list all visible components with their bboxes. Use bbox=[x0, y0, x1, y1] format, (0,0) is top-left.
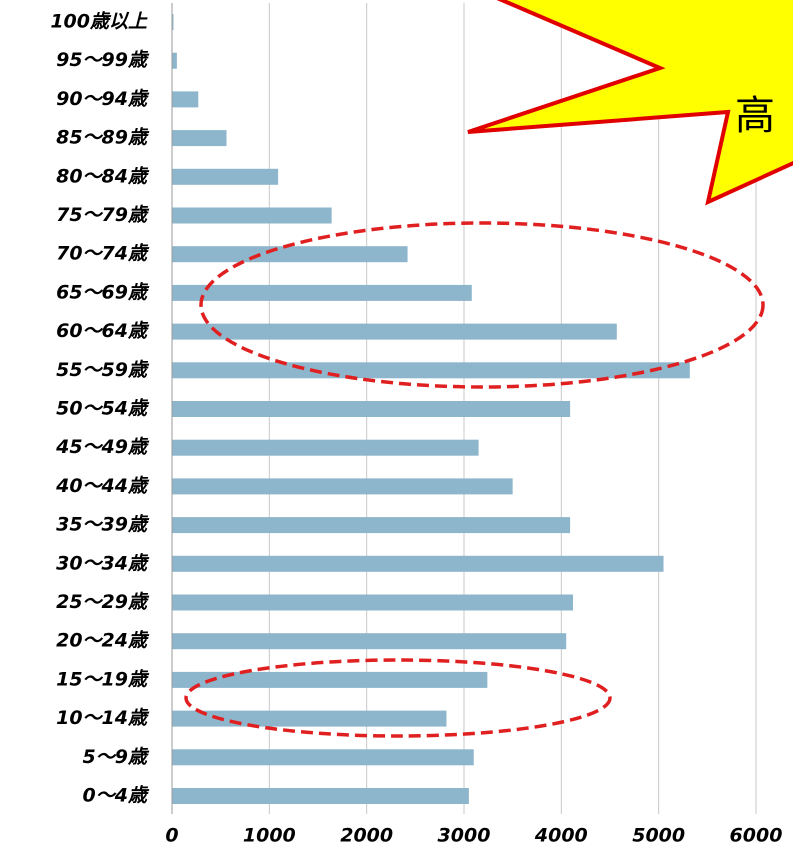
bar bbox=[172, 323, 617, 340]
highlight-ellipse bbox=[199, 221, 765, 389]
bar bbox=[172, 478, 513, 495]
bar bbox=[172, 207, 332, 224]
bar bbox=[172, 555, 664, 572]
bar bbox=[172, 362, 690, 379]
y-tick-label: 35〜39歳 bbox=[56, 514, 150, 536]
bar bbox=[172, 788, 469, 804]
y-tick-label: 20〜24歳 bbox=[56, 630, 150, 652]
y-tick-label: 10〜14歳 bbox=[56, 707, 150, 729]
callout-text: 高 bbox=[735, 93, 775, 139]
x-tick-label: 1000 bbox=[243, 825, 296, 847]
bar bbox=[172, 246, 408, 263]
bar bbox=[172, 14, 174, 30]
y-tick-label: 15〜19歳 bbox=[56, 668, 150, 690]
annotations: 高 bbox=[184, 0, 793, 738]
y-tick-label: 40〜44歳 bbox=[55, 475, 150, 497]
bar bbox=[172, 130, 227, 147]
y-tick-label: 95〜99歳 bbox=[56, 49, 150, 71]
bar bbox=[172, 749, 474, 766]
bar bbox=[172, 517, 571, 534]
x-tick-label: 5000 bbox=[632, 825, 685, 847]
plot-area: 0 1000 2000 3000 4000 5000 6000 100歳以上 95〜99歳 90〜… bbox=[50, 3, 782, 847]
y-tick-label: 100歳以上 bbox=[50, 11, 148, 33]
x-tick-label: 3000 bbox=[438, 825, 491, 847]
bar bbox=[172, 91, 199, 108]
y-tick-label: 85〜89歳 bbox=[56, 127, 150, 149]
x-tick-label: 4000 bbox=[534, 825, 588, 847]
bar bbox=[172, 439, 479, 456]
y-tick-label: 65〜69歳 bbox=[56, 281, 150, 303]
y-tick-label: 50〜54歳 bbox=[56, 398, 150, 420]
bar bbox=[172, 671, 488, 688]
bar bbox=[172, 284, 472, 301]
y-tick-label: 75〜79歳 bbox=[56, 204, 150, 226]
y-tick-label: 55〜59歳 bbox=[56, 359, 150, 381]
y-tick-label: 0〜4歳 bbox=[83, 785, 150, 807]
y-tick-label: 60〜64歳 bbox=[56, 320, 150, 342]
y-tick-label: 5〜9歳 bbox=[83, 746, 150, 768]
bar bbox=[172, 633, 567, 650]
x-tick-label: 2000 bbox=[340, 825, 393, 847]
bar bbox=[172, 710, 447, 727]
y-tick-label: 45〜49歳 bbox=[55, 436, 150, 458]
bar bbox=[172, 594, 574, 611]
x-tick-label: 0 bbox=[165, 825, 178, 847]
y-tick-label: 25〜29歳 bbox=[56, 591, 150, 613]
bar bbox=[172, 401, 571, 417]
highlight-ellipse bbox=[184, 658, 612, 738]
y-tick-label: 70〜74歳 bbox=[56, 243, 150, 265]
y-tick-label: 90〜94歳 bbox=[56, 88, 150, 110]
callout-burst bbox=[467, 0, 793, 206]
y-tick-label: 30〜34歳 bbox=[56, 552, 150, 574]
x-tick-label: 6000 bbox=[730, 825, 783, 847]
y-tick-label: 80〜84歳 bbox=[56, 165, 150, 187]
bar bbox=[172, 52, 177, 69]
bar bbox=[172, 168, 279, 185]
